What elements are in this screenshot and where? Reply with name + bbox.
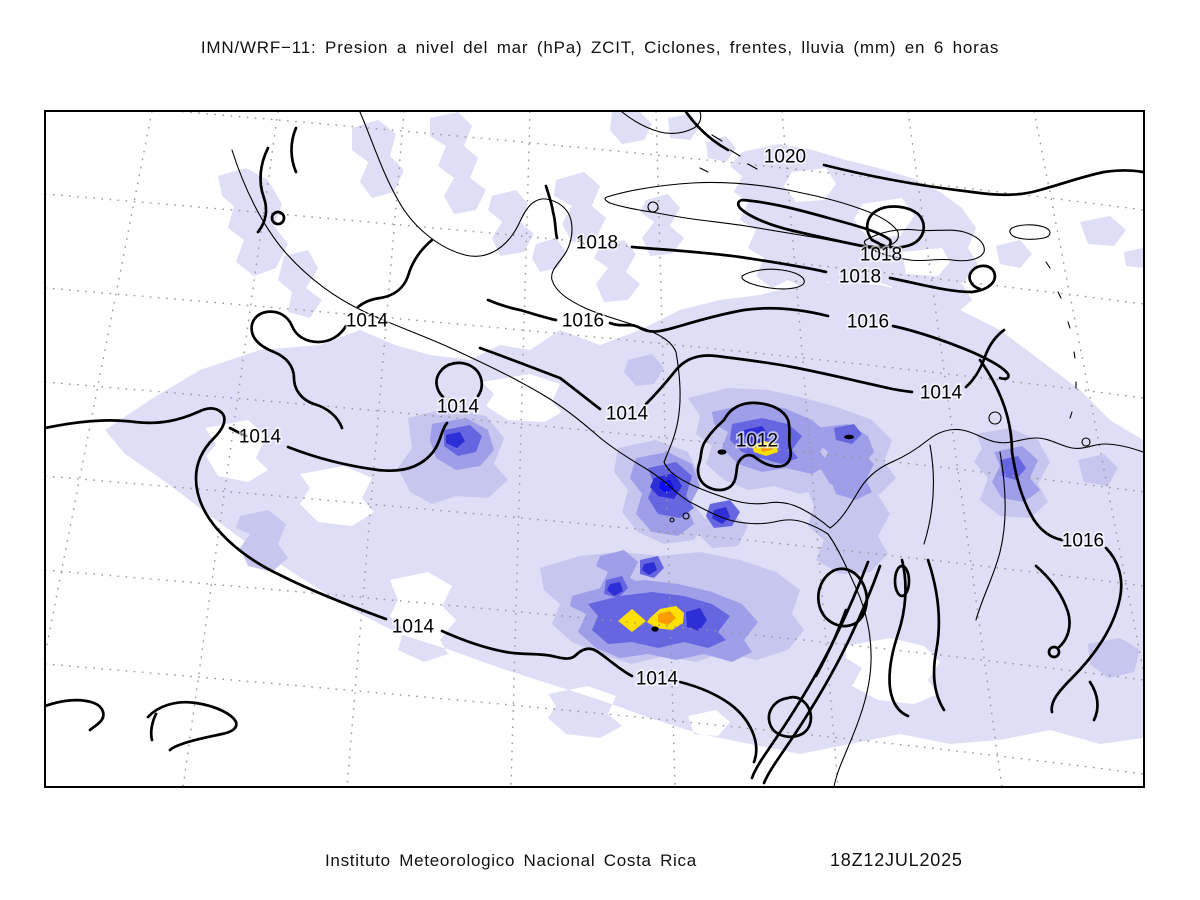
footer-institution: Instituto Meteorologico Nacional Costa R…: [325, 851, 697, 870]
coastlines: [231, 112, 1143, 786]
isobar-label-1018: 1018: [576, 233, 618, 254]
isobar-label-1018: 1018: [860, 245, 902, 266]
isobars: [46, 112, 1143, 785]
rain-core-marks: [651, 434, 854, 632]
chart-title: IMN/WRF−11: Presion a nivel del mar (hPa…: [200, 38, 1000, 57]
isobar-label-1016: 1016: [562, 311, 604, 332]
isobar-label-1014: 1014: [437, 397, 480, 418]
isobar-label-1014: 1014: [239, 427, 282, 448]
footer-valid-time: 18Z12JUL2025: [830, 850, 963, 870]
isobar-label-1014: 1014: [392, 617, 435, 638]
isobar-label-1020: 1020: [764, 147, 806, 168]
isobar-label-1014: 1014: [636, 669, 679, 690]
isobar-label-1014: 1014: [346, 311, 389, 332]
isobar-label-1016: 1016: [1062, 531, 1104, 552]
isobar-label-1016: 1016: [847, 312, 889, 333]
isobar-label-1018: 1018: [839, 267, 881, 288]
isobar-label-1014: 1014: [920, 383, 963, 404]
isobar-label-1014: 1014: [606, 404, 649, 425]
isobar-label-1012: 1012: [736, 431, 778, 452]
precipitation-layer: [105, 112, 1143, 754]
